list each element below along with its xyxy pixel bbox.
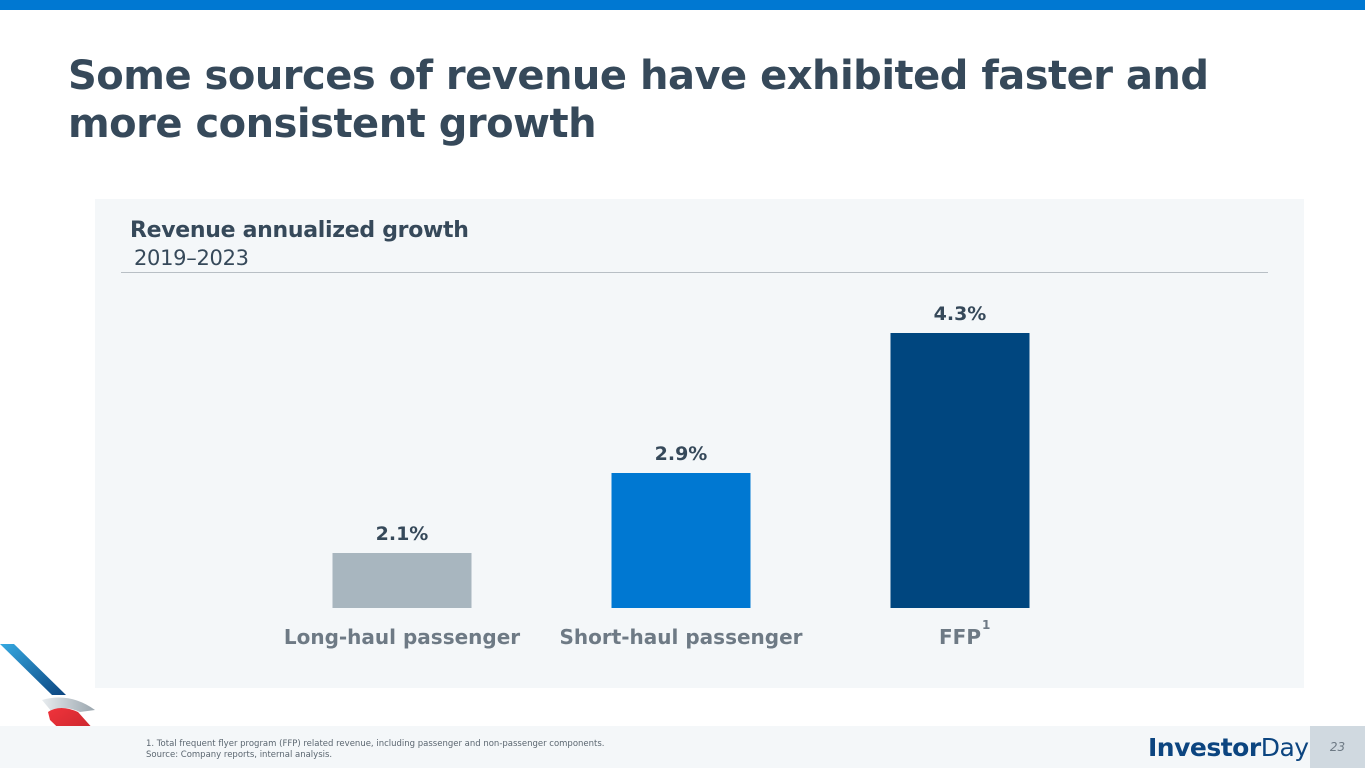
category-label: Short-haul passenger: [559, 625, 802, 649]
chart-divider: [121, 272, 1268, 273]
bar-ffp: [890, 333, 1030, 608]
bar-short-haul-passenger: [611, 473, 751, 608]
footnote-marker: 1: [982, 618, 990, 632]
top-accent-bar: [0, 0, 1365, 10]
footnotes: 1. Total frequent flyer program (FFP) re…: [146, 739, 605, 761]
investor-day-logo: InvestorDay: [1148, 733, 1309, 762]
footnote-source: Source: Company reports, internal analys…: [146, 750, 333, 760]
value-label: 2.1%: [376, 523, 429, 545]
page-number-box: [1310, 726, 1365, 768]
value-label: 4.3%: [934, 303, 987, 325]
value-label: 2.9%: [655, 443, 708, 465]
bar-long-haul-passenger: [332, 553, 472, 608]
page-number: 23: [1329, 740, 1346, 754]
slide-title: Some sources of revenue have exhibited f…: [68, 53, 1209, 147]
chart-title: Revenue annualized growth: [130, 218, 469, 243]
chart-subtitle: 2019–2023: [134, 246, 249, 270]
brand-bold: Investor: [1148, 733, 1261, 762]
category-label: Long-haul passenger: [284, 625, 520, 649]
footnote-1: 1. Total frequent flyer program (FFP) re…: [146, 739, 605, 749]
category-label: FFP: [939, 625, 981, 649]
brand-light: Day: [1260, 733, 1309, 762]
footer-band: [0, 726, 1310, 768]
